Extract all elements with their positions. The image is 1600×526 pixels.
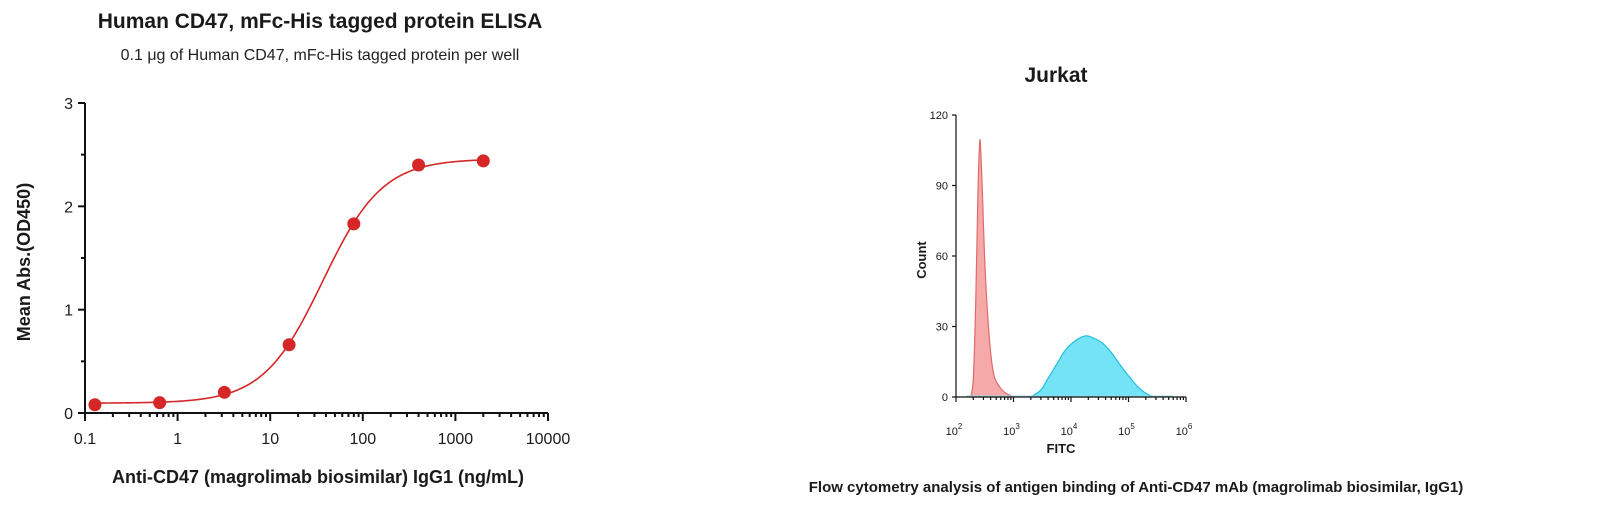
elisa-x-tick-label: 0.1 — [74, 431, 96, 448]
elisa-subtitle: 0.1 μg of Human CD47, mFc-His tagged pro… — [121, 47, 520, 64]
flow-chart: Jurkat 0 30 60 90 120 102 103 104 105 106 FITC Co… — [809, 64, 1464, 496]
elisa-x-tick-label: 1000 — [438, 431, 474, 448]
flow-title: Jurkat — [1024, 64, 1087, 87]
elisa-chart: Human CD47, mFc-His tagged protein ELISA… — [14, 10, 570, 487]
elisa-x-label: Anti-CD47 (magrolimab biosimilar) IgG1 (… — [112, 467, 524, 487]
elisa-x-tick-label: 10000 — [526, 431, 571, 448]
elisa-x-tick-label: 1 — [173, 431, 182, 448]
elisa-data-point — [476, 154, 490, 168]
flow-y-tick-label: 120 — [930, 110, 948, 122]
elisa-y-tick-label: 3 — [64, 96, 73, 113]
elisa-data-point — [217, 385, 231, 399]
flow-y-tick-label: 30 — [936, 322, 948, 334]
elisa-data-point — [347, 217, 361, 231]
flow-x-tick-label: 103 — [1003, 422, 1020, 438]
flow-histograms — [966, 138, 1174, 398]
elisa-data-point — [153, 396, 167, 410]
flow-tick-labels: 0 30 60 90 120 102 103 104 105 106 — [930, 110, 1193, 438]
flow-x-tick-label: 105 — [1118, 422, 1135, 438]
elisa-y-label: Mean Abs.(OD450) — [14, 183, 34, 341]
elisa-x-tick-label: 100 — [349, 431, 376, 448]
elisa-data-point — [412, 158, 426, 172]
flow-y-tick-label: 0 — [942, 392, 948, 404]
elisa-tick-labels: 0 1 2 3 0.1 1 10 100 1000 10000 — [64, 96, 570, 448]
flow-axes — [952, 114, 1187, 402]
flow-y-tick-label: 90 — [936, 181, 948, 193]
elisa-fit-curve — [94, 159, 484, 404]
flow-x-tick-label: 102 — [946, 422, 963, 438]
flow-y-tick-label: 60 — [936, 251, 948, 263]
elisa-axes — [78, 102, 549, 421]
flow-histogram-1 — [969, 138, 1014, 398]
flow-x-tick-label: 104 — [1061, 422, 1078, 438]
elisa-data-point — [88, 398, 102, 412]
elisa-y-tick-label: 2 — [64, 199, 73, 216]
elisa-title: Human CD47, mFc-His tagged protein ELISA — [98, 10, 543, 33]
flow-histogram-2 — [1028, 335, 1157, 398]
flow-caption: Flow cytometry analysis of antigen bindi… — [809, 479, 1464, 496]
flow-y-label: Count — [914, 241, 929, 279]
elisa-data-point — [282, 338, 296, 352]
elisa-points — [88, 154, 490, 412]
elisa-y-tick-label: 0 — [64, 406, 73, 423]
flow-x-tick-label: 106 — [1176, 422, 1193, 438]
flow-x-label: FITC — [1047, 441, 1076, 456]
elisa-y-tick-label: 1 — [64, 303, 73, 320]
elisa-x-tick-label: 10 — [261, 431, 279, 448]
